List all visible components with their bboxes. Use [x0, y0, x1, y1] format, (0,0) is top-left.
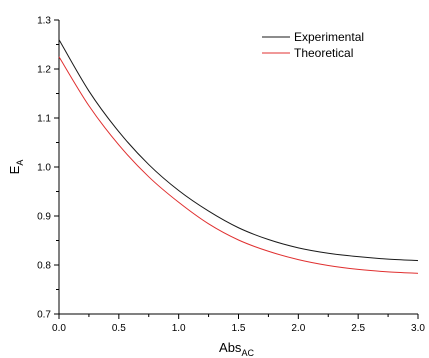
x-tick-label: 3.0: [411, 323, 425, 334]
y-tick-label: 0.9: [37, 212, 51, 223]
y-tick-label: 1.2: [37, 65, 51, 76]
y-tick-label: 1.1: [37, 114, 51, 125]
y-tick-label: 1.0: [37, 163, 51, 174]
series-layer: [58, 39, 419, 274]
legend-label-experimental: Experimental: [294, 30, 364, 44]
y-tick-label: 0.8: [37, 261, 51, 272]
x-tick-label: 1.5: [232, 323, 246, 334]
series-line-theoretical: [58, 56, 419, 274]
x-tick-label: 0.0: [52, 323, 66, 334]
series-line-experimental: [58, 39, 419, 262]
y-axis-title: EA: [7, 160, 25, 175]
legend-label-theoretical: Theoretical: [294, 46, 353, 60]
x-tick-label: 2.5: [351, 323, 365, 334]
y-tick-label: 1.3: [37, 16, 51, 27]
x-tick-label: 1.0: [172, 323, 186, 334]
y-tick-label: 0.7: [37, 310, 51, 321]
x-axis-title: AbsAC: [219, 340, 254, 358]
axes: 0.0 0.5 1.0 1.5 2.0 2.5 3.0 0.7 0.8 0.9 1.0 1.1 1.2 1…: [37, 16, 425, 335]
x-tick-label: 0.5: [112, 323, 126, 334]
x-tick-label: 2.0: [291, 323, 305, 334]
legend: Experimental Theoretical: [262, 30, 364, 60]
